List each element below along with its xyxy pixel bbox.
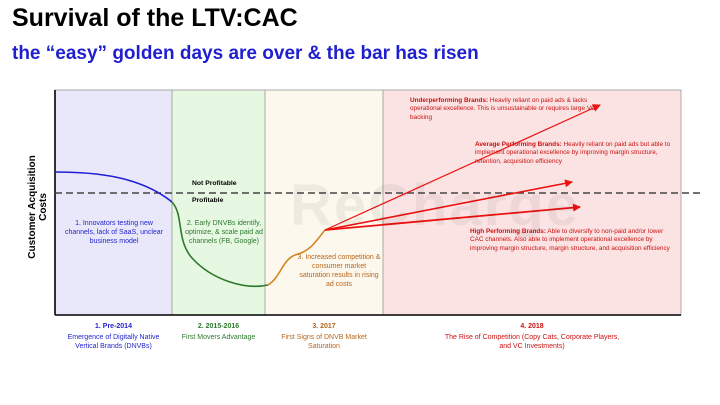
phase-3-zone [265, 90, 383, 315]
cac-curve-phase-1 [54, 171, 173, 203]
phase-2-description: 2. Early DNVBs identify, optimize, & sca… [185, 220, 263, 245]
phase-1-title: Emergence of Digitally Native Vertical B… [67, 334, 160, 350]
underperforming-brands-text: Heavily reliant on paid ads & lacks oper… [410, 97, 596, 121]
phase-1-description: 1. Innovators testing new channels, lack… [64, 220, 164, 245]
high-performing-brands-label: High Performing Brands: [470, 228, 546, 235]
average-brands-label: Average Performing Brands: [475, 141, 562, 148]
underperforming-brand-arrow [324, 104, 601, 231]
phase-3-number: 3. 2017 [312, 323, 336, 330]
phase-2-title: First Movers Advantage [181, 334, 256, 341]
slide-subtitle: the “easy” golden days are over & the ba… [12, 43, 479, 64]
profitable-label: Profitable [192, 197, 224, 204]
phase-4-number: 4. 2018 [520, 323, 544, 330]
high-performing-brands-note: High Performing Brands: Able to diversif… [470, 228, 677, 253]
average-brand-arrow [324, 179, 573, 231]
underperforming-brands-label: Underperforming Brands: [410, 97, 489, 104]
high-performing-brands-text: Able to diversify to non-paid and/or low… [470, 228, 670, 252]
phase-4-title: The Rise of Competition (Copy Cats, Corp… [444, 334, 620, 350]
average-brands-text: Heavily reliant on paid ads but able to … [475, 141, 671, 165]
phase-1-number: 1. Pre-2014 [95, 323, 132, 330]
watermark-logo: ReCharge [290, 173, 580, 238]
underperforming-brands-note: Underperforming Brands: Heavily reliant … [410, 97, 602, 122]
not-profitable-label: Not Profitable [192, 180, 237, 187]
phase-2-number: 2. 2015-2016 [197, 323, 240, 330]
average-brands-note: Average Performing Brands: Heavily relia… [475, 141, 677, 166]
high-performing-brand-arrow [324, 203, 581, 231]
phase-3-title: First Signs of DNVB Market Saturation [281, 334, 367, 350]
slide-title: Survival of the LTV:CAC [12, 4, 298, 32]
phase-4-zone [383, 90, 681, 315]
phase-1-zone [55, 90, 172, 315]
cac-curve-phase-2 [171, 201, 269, 288]
y-axis-label: Customer Acquisition Costs [27, 155, 49, 259]
phase-3-description: 3. Increased competition & consumer mark… [297, 254, 381, 288]
cac-curve-phase-3 [267, 229, 326, 286]
